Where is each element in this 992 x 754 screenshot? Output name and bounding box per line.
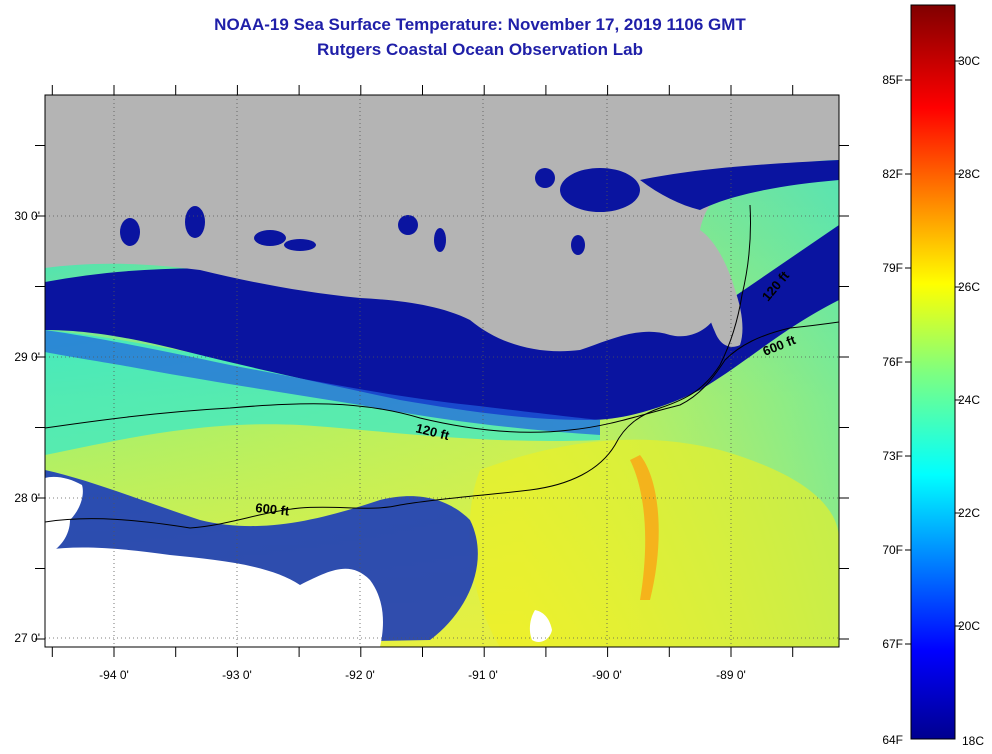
cb-celsius-label: 28C xyxy=(958,167,980,181)
calcasieu-lake xyxy=(185,206,205,238)
cb-fahrenheit-label: 82F xyxy=(882,167,903,181)
cb-celsius-label: 30C xyxy=(958,54,980,68)
inland-lake-2 xyxy=(434,228,446,252)
cb-fahrenheit-label: 76F xyxy=(882,355,903,369)
lake-maurepas xyxy=(535,168,555,188)
colorbar: 85F 82F 79F 76F 73F 70F 67F 64F 30C 28C … xyxy=(882,4,984,748)
cb-celsius-label: 26C xyxy=(958,280,980,294)
map-title: NOAA-19 Sea Surface Temperature: Novembe… xyxy=(214,15,746,34)
cb-fahrenheit-label: 70F xyxy=(882,543,903,557)
cb-fahrenheit-label: 73F xyxy=(882,449,903,463)
lake-pontchartrain xyxy=(560,168,640,212)
lat-label: 27 0' xyxy=(14,631,40,645)
map-subtitle: Rutgers Coastal Ocean Observation Lab xyxy=(317,40,643,59)
lon-label: -93 0' xyxy=(222,668,252,682)
lon-label: -94 0' xyxy=(99,668,129,682)
graticule xyxy=(45,95,839,647)
inland-lake-1 xyxy=(398,215,418,235)
lon-label: -92 0' xyxy=(345,668,375,682)
white-lake xyxy=(254,230,286,246)
contour-600ft xyxy=(45,204,752,529)
map-border xyxy=(44,94,840,648)
cb-fahrenheit-label: 79F xyxy=(882,261,903,275)
grand-lake xyxy=(284,239,316,251)
cb-celsius-label: 22C xyxy=(958,506,980,520)
latitude-axis: 30 0' 29 0' 28 0' 27 0' xyxy=(14,209,40,645)
warm-filament xyxy=(630,455,659,600)
lake-borgne xyxy=(640,160,839,210)
sabine-lake xyxy=(120,218,140,246)
longitude-axis: -94 0' -93 0' -92 0' -91 0' -90 0' -89 0… xyxy=(99,668,746,682)
land-mass xyxy=(45,95,839,352)
cb-celsius-label: 20C xyxy=(958,619,980,633)
map-area xyxy=(45,95,839,647)
lon-label: -91 0' xyxy=(468,668,498,682)
colorbar-gradient xyxy=(910,4,956,740)
cb-celsius-label: 24C xyxy=(958,393,980,407)
cb-celsius-label: 18C xyxy=(962,734,984,748)
transition-band xyxy=(45,330,600,435)
contour-label-600-west: 600 ft xyxy=(255,500,291,519)
lat-label: 29 0' xyxy=(14,350,40,364)
contour-120ft xyxy=(45,321,839,433)
nodata-southwest xyxy=(45,547,383,647)
lat-label: 28 0' xyxy=(14,491,40,505)
nodata-west xyxy=(45,476,83,555)
inland-lake-3 xyxy=(571,235,585,255)
axis-ticks xyxy=(35,85,849,657)
mississippi-delta xyxy=(698,230,743,347)
lon-label: -90 0' xyxy=(592,668,622,682)
cb-fahrenheit-label: 64F xyxy=(882,733,903,747)
lat-label: 30 0' xyxy=(14,209,40,223)
cb-fahrenheit-label: 85F xyxy=(882,73,903,87)
cb-fahrenheit-label: 67F xyxy=(882,637,903,651)
lon-label: -89 0' xyxy=(716,668,746,682)
nodata-patch xyxy=(529,610,552,642)
